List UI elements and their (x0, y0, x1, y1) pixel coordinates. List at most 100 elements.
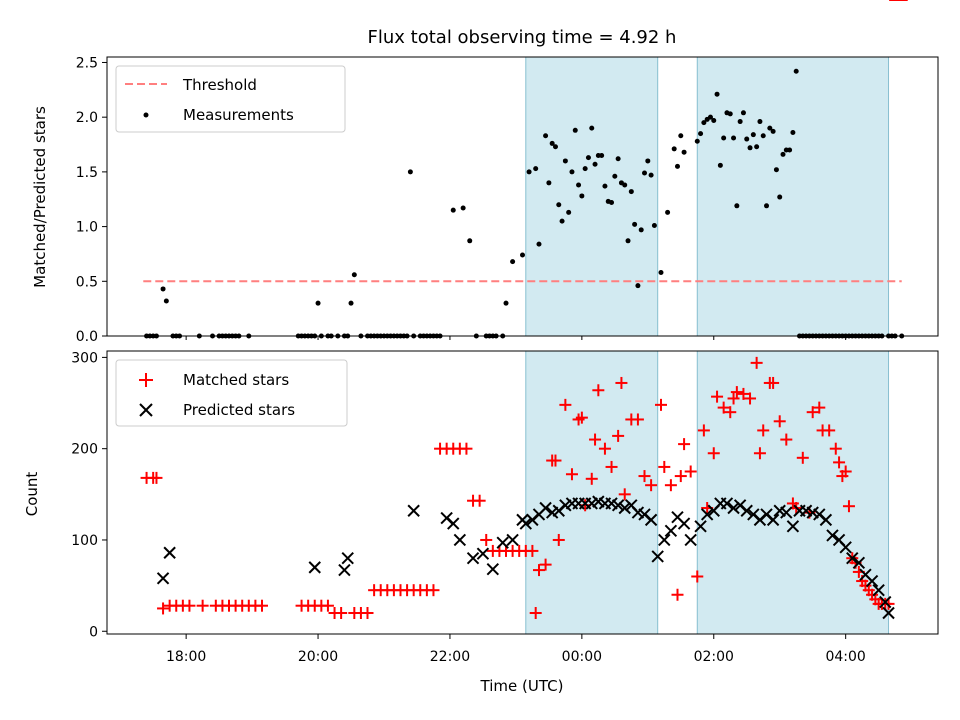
x-tick-label: 22:00 (430, 649, 470, 665)
predicted-star-point (644, 513, 658, 527)
matched-star-point (255, 599, 268, 612)
matched-star-point (631, 413, 644, 426)
predicted-star-point (156, 572, 170, 585)
predicted-star-point (839, 541, 852, 554)
predicted-star-point (826, 529, 839, 542)
predicted-star-b (671, 510, 684, 524)
predicted-star-point (539, 501, 552, 515)
matched-star-point (750, 356, 763, 369)
measurement-point (546, 180, 552, 186)
matched-star-point (539, 558, 552, 571)
matched-star-point (796, 451, 809, 464)
top-y-tick-label: 0.5 (76, 274, 98, 290)
predicted-star-point (780, 506, 793, 519)
x-tick-label: 02:00 (694, 649, 734, 665)
measurement-point (526, 169, 532, 175)
matched-star-point (592, 384, 605, 397)
predicted-star-point (786, 520, 800, 533)
measurement-point (510, 259, 516, 265)
predicted-star-b (747, 508, 760, 521)
measurement-point (750, 132, 756, 138)
legend-predicted-label: Predicted stars (183, 401, 295, 419)
measurement-point (536, 241, 542, 247)
predicted-star-b (832, 533, 846, 547)
predicted-star-b (872, 583, 885, 597)
measurement-point (585, 155, 591, 161)
predicted-star-b (879, 595, 892, 609)
predicted-star-point (846, 552, 859, 565)
top-y-tick-label: 1.0 (76, 220, 98, 236)
legend-measurements-label: Measurements (183, 106, 294, 124)
predicted-star-point (486, 562, 500, 576)
measurement-point (628, 189, 634, 195)
measurement-point (707, 114, 713, 120)
predicted-star-b (611, 499, 625, 512)
predicted-star-point (338, 563, 351, 577)
measurement-point (770, 128, 776, 134)
measurement-point (582, 166, 588, 172)
matched-star-point (813, 401, 826, 414)
measurement-point (599, 152, 605, 158)
measurement-point (648, 172, 654, 178)
predicted-star-b (440, 511, 453, 525)
measurement-point (777, 194, 783, 200)
matched-star-point (691, 570, 704, 583)
matched-star-point (842, 500, 855, 513)
matched-star-point (753, 447, 766, 460)
bottom-legend-box (115, 359, 348, 427)
measurement-point (731, 135, 737, 141)
matched-star-point (744, 392, 757, 405)
measurement-point (460, 205, 466, 211)
top-shaded-interval-1 (696, 56, 890, 337)
predicted-star-point (651, 550, 664, 563)
measurement-point (503, 300, 509, 306)
matched-star-point (549, 454, 562, 467)
predicted-star-point (720, 497, 734, 510)
matched-star-point (427, 584, 440, 597)
predicted-star-b (882, 606, 895, 620)
predicted-star-b (156, 572, 170, 585)
matched-star-point (638, 470, 651, 483)
predicted-star-point (618, 501, 631, 515)
matched-star-point (707, 447, 720, 460)
top-y-axis-label: Matched/Predicted stars (31, 106, 49, 288)
legend-matched-label: Matched stars (183, 371, 289, 389)
predicted-star-point (740, 504, 753, 517)
matched-star-point (727, 392, 740, 405)
bottom-y-axis-label: Count (23, 472, 41, 517)
measurement-point (760, 133, 766, 139)
measurement-point (734, 203, 740, 209)
chart-title: Flux total observing time = 4.92 h (368, 27, 677, 48)
predicted-star-b (733, 499, 747, 512)
bottom-y-tick-label: 100 (71, 533, 98, 549)
predicted-star-point (308, 561, 321, 574)
measurement-point (714, 91, 720, 97)
predicted-star-b (631, 506, 645, 519)
measurement-point (160, 286, 166, 292)
predicted-star-b (447, 517, 460, 530)
measurement-point (632, 221, 638, 227)
measurement-point (773, 167, 779, 173)
measurement-point (351, 272, 357, 278)
measurement-point (740, 110, 746, 116)
predicted-star-point (865, 574, 879, 588)
x-tick-label: 00:00 (562, 649, 602, 665)
matched-star-point (598, 442, 611, 455)
measurement-point (609, 200, 615, 206)
measurement-point (638, 227, 644, 233)
matched-star-point (150, 471, 163, 484)
measurement-point (467, 238, 473, 244)
predicted-star-point (727, 501, 740, 515)
predicted-star-point (664, 524, 678, 538)
x-axis-label: Time (UTC) (480, 677, 564, 695)
measurement-point (767, 125, 773, 131)
top-x-ticks (185, 336, 847, 340)
predicted-star-b (839, 541, 852, 554)
measurement-point (589, 125, 595, 131)
matched-star-point (196, 599, 209, 612)
measurement-point (674, 163, 680, 169)
legend-predicted-swatch (139, 403, 153, 417)
measurement-point (698, 131, 704, 137)
matched-star-point (658, 460, 671, 473)
